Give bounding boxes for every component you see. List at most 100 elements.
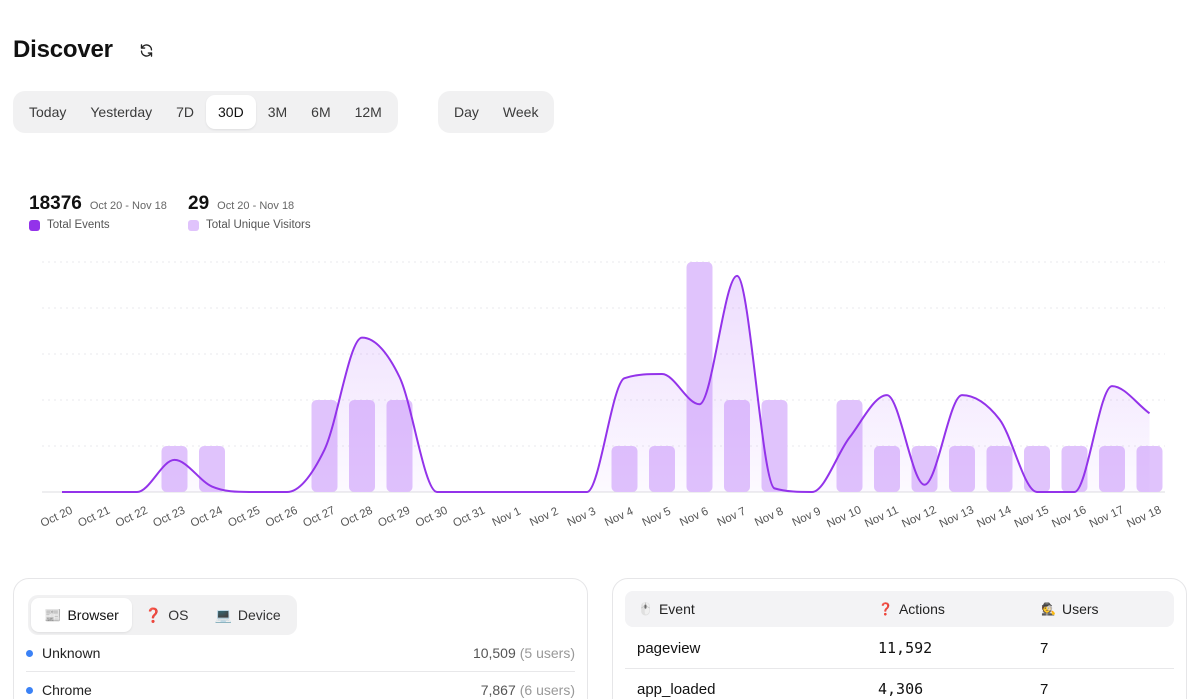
x-tick-label: Nov 12 — [900, 504, 938, 530]
total-events-swatch — [29, 219, 40, 231]
tab-browser[interactable]: 📰 Browser — [31, 598, 132, 632]
tab-os[interactable]: ❓ OS — [132, 598, 202, 632]
tab-browser-label: Browser — [67, 607, 119, 623]
table-row[interactable]: app_loaded 4,306 7 — [625, 669, 1174, 699]
event-users: 7 — [1040, 639, 1049, 657]
list-item[interactable]: Unknown 10,509 (5 users) — [26, 635, 575, 671]
bullet-icon — [26, 686, 33, 694]
date-range-filter: Today Yesterday 7D 30D 3M 6M 12M — [13, 91, 398, 133]
x-tick-label: Nov 3 — [566, 505, 598, 529]
events-area — [62, 275, 1150, 492]
tab-os-label: OS — [168, 607, 189, 623]
table-row[interactable]: pageview 11,592 7 — [625, 628, 1174, 668]
unique-visitors-range: Oct 20 - Nov 18 — [217, 200, 295, 212]
row-divider — [26, 671, 575, 672]
x-tick-label: Oct 22 — [114, 505, 150, 530]
x-tick-label: Nov 16 — [1050, 504, 1088, 530]
range-today[interactable]: Today — [29, 104, 67, 120]
x-tick-label: Oct 24 — [189, 504, 225, 529]
browser-name: Chrome — [42, 682, 92, 698]
column-actions[interactable]: ❓ Actions — [878, 591, 945, 627]
event-name: app_loaded — [637, 680, 716, 698]
x-tick-label: Oct 27 — [301, 505, 337, 530]
x-tick-label: Nov 1 — [491, 505, 523, 529]
tab-device-label: Device — [237, 607, 281, 623]
x-tick-label: Nov 17 — [1088, 504, 1126, 530]
events-chart: Oct 20 Oct 21 Oct 22 Oct 23 Oct 24 Oct 25 Oct … — [39, 261, 1165, 531]
event-name: pageview — [637, 639, 701, 657]
cursor-icon: 🖱️ — [638, 602, 653, 616]
event-actions: 4,306 — [878, 680, 924, 698]
x-tick-label: Oct 28 — [339, 505, 375, 530]
browser-card: 📰 Browser ❓ OS 💻 Device Unknown 10,509 (… — [13, 578, 588, 699]
x-tick-label: Oct 29 — [376, 505, 412, 530]
unique-visitors-label: Total Unique Visitors — [206, 219, 311, 231]
browser-tab-bar: 📰 Browser ❓ OS 💻 Device — [28, 595, 297, 635]
x-tick-label: Nov 4 — [603, 505, 636, 529]
events-line[interactable] — [62, 274, 1151, 494]
unique-visitors-swatch — [188, 219, 199, 231]
newspaper-icon: 📰 — [44, 606, 62, 623]
x-tick-label: Oct 26 — [264, 505, 300, 530]
browser-users: (5 users) — [519, 645, 575, 661]
question-icon: ❓ — [144, 606, 163, 623]
event-users: 7 — [1040, 680, 1049, 698]
x-tick-label: Oct 25 — [226, 505, 262, 530]
x-tick-label: Oct 20 — [39, 505, 75, 530]
browser-count: 10,509 — [472, 645, 516, 661]
unique-visitors-value: 29 — [188, 193, 210, 214]
x-tick-label: Oct 31 — [451, 505, 487, 530]
x-tick-label: Nov 5 — [641, 505, 673, 529]
x-tick-label: Nov 7 — [716, 505, 748, 529]
bar-visitors[interactable] — [1024, 446, 1050, 492]
granularity-week[interactable]: Week — [502, 104, 539, 120]
x-tick-label: Nov 13 — [938, 504, 976, 530]
range-6m[interactable]: 6M — [311, 104, 331, 120]
laptop-icon: 💻 — [214, 606, 232, 623]
column-users[interactable]: 🕵️ Users — [1041, 591, 1099, 627]
x-tick-label: Nov 18 — [1125, 504, 1163, 530]
refresh-icon — [141, 43, 153, 57]
bar-visitors[interactable] — [199, 446, 225, 492]
detective-icon: 🕵️ — [1041, 602, 1056, 616]
range-30d[interactable]: 30D — [206, 95, 256, 129]
events-card: 🖱️ Event ❓ Actions 🕵️ Users pageview 11,… — [612, 578, 1187, 699]
column-event-label: Event — [658, 601, 695, 617]
x-tick-label: Oct 21 — [76, 505, 112, 530]
x-tick-label: Nov 14 — [975, 504, 1014, 531]
x-tick-label: Nov 2 — [528, 505, 560, 529]
column-actions-label: Actions — [898, 601, 945, 617]
range-7d[interactable]: 7D — [176, 104, 195, 120]
x-tick-label: Oct 30 — [414, 505, 450, 530]
range-yesterday[interactable]: Yesterday — [90, 104, 153, 120]
total-events-range: Oct 20 - Nov 18 — [89, 200, 167, 212]
x-tick-label: Nov 10 — [825, 504, 863, 530]
question-icon: ❓ — [878, 602, 893, 616]
granularity-day[interactable]: Day — [454, 104, 479, 120]
column-event[interactable]: 🖱️ Event — [638, 591, 695, 627]
column-users-label: Users — [1061, 601, 1099, 617]
x-tick-label: Oct 23 — [151, 505, 187, 530]
total-events-stat: 18376 Oct 20 - Nov 18 Total Events — [29, 193, 167, 231]
total-events-label: Total Events — [47, 219, 110, 231]
refresh-button[interactable] — [139, 42, 155, 58]
events-table-header: 🖱️ Event ❓ Actions 🕵️ Users — [625, 591, 1174, 627]
range-12m[interactable]: 12M — [354, 104, 382, 120]
browser-count: 7,867 — [480, 682, 516, 698]
page-title: Discover — [13, 36, 113, 63]
list-item[interactable]: Chrome 7,867 (6 users) — [26, 672, 575, 699]
tab-device[interactable]: 💻 Device — [201, 598, 293, 632]
bar-visitors[interactable] — [1061, 446, 1088, 492]
browser-name: Unknown — [42, 645, 101, 661]
range-3m[interactable]: 3M — [267, 104, 288, 120]
event-actions: 11,592 — [878, 639, 933, 657]
granularity-filter: Day Week — [438, 91, 555, 133]
x-tick-label: Nov 6 — [678, 505, 710, 529]
page-header: Discover — [13, 36, 155, 64]
x-tick-label: Nov 15 — [1013, 504, 1051, 530]
x-tick-label: Nov 11 — [863, 504, 900, 530]
unique-visitors-stat: 29 Oct 20 - Nov 18 Total Unique Visitors — [188, 193, 311, 231]
row-divider — [625, 668, 1174, 669]
bullet-icon — [26, 649, 33, 657]
x-tick-label: Nov 9 — [791, 505, 823, 529]
